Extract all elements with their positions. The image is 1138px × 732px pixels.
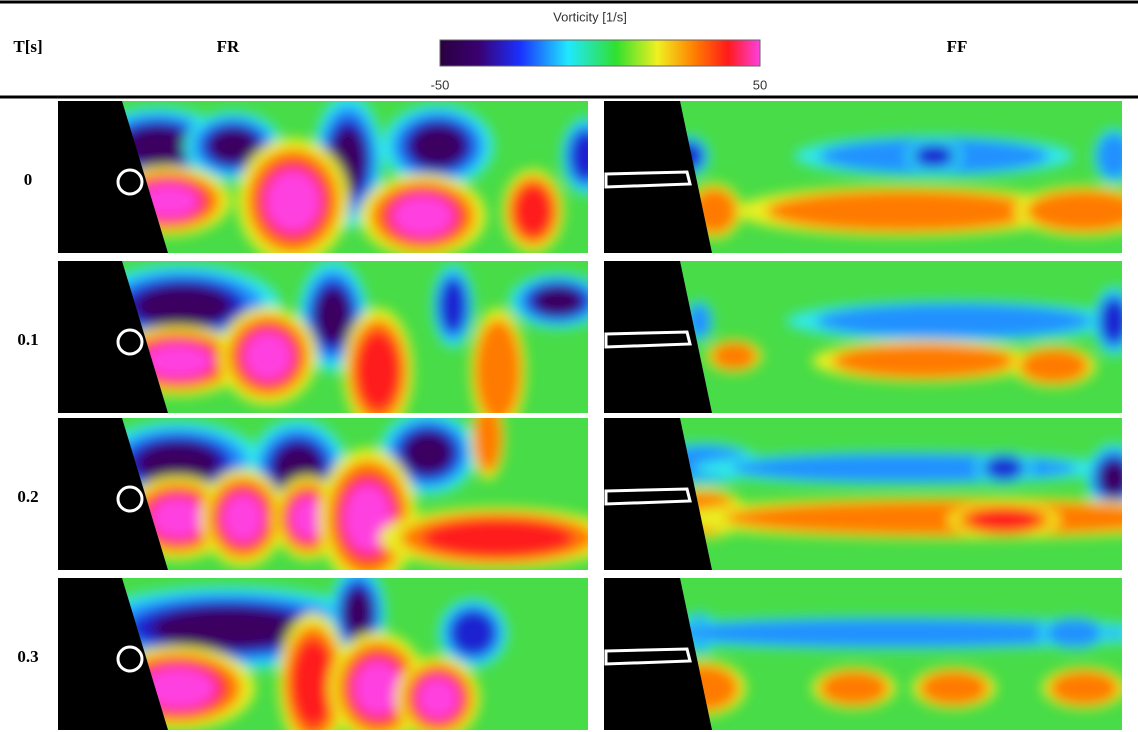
colorbar-title: Vorticity [1/s] [553,9,627,24]
vortex [222,494,264,543]
ff-label: FF [947,37,968,56]
vortex [422,518,575,558]
vortex [344,589,372,638]
vortex [570,131,602,181]
panels [58,94,1138,732]
vortex [474,404,502,473]
vorticity-panel [604,418,1138,570]
vortex [291,638,336,728]
vortex [475,319,521,423]
vorticity-panel [58,396,617,588]
vortex [832,344,1016,379]
vortex [417,677,459,719]
time-value: 0.3 [17,647,38,666]
vortex [1045,619,1103,647]
vortex [1101,299,1128,344]
vortex [410,125,466,167]
vorticity-panel [58,94,611,264]
vortex [1050,671,1119,706]
time-value: 0.2 [17,487,38,506]
vortex [986,457,1022,479]
vortex [404,432,453,474]
vortex [1100,461,1128,496]
vortex [451,611,496,656]
vortex [816,304,1092,339]
vorticity-panel [58,564,588,732]
fr-label: FR [217,37,240,56]
time-value: 0.1 [17,330,38,349]
time-label: T[s] [13,37,42,56]
vortex [150,497,206,539]
colorbar [440,40,760,66]
colorbar-tick-label: -50 [431,77,450,92]
vortex [356,331,401,412]
vortex [151,607,305,649]
vortex [513,184,553,238]
vortex [968,508,1040,531]
vortex [1027,190,1138,231]
vortex [354,660,403,716]
vortex [916,145,952,167]
vorticity-panel [604,261,1135,413]
vortex [711,342,757,370]
vortex [534,287,583,315]
vortex [766,190,1042,231]
vortex [440,279,467,333]
vortex [1097,133,1132,179]
vortex [316,288,351,344]
time-value: 0 [24,170,33,189]
vorticity-panel [58,260,607,434]
vortex [920,671,989,706]
vorticity-panel [604,578,1138,730]
figure: T[s] FR FF Vorticity [1/s] -50 50 0 0.1 0.… [0,0,1138,732]
vortex [209,129,258,164]
vortex [392,195,455,237]
vorticity-panel [604,101,1138,253]
vortex [134,285,232,327]
vortex [265,170,321,233]
vortex [820,671,889,706]
colorbar-tick-label: 50 [753,77,767,92]
vortex [244,332,293,381]
vortex [1020,349,1089,384]
